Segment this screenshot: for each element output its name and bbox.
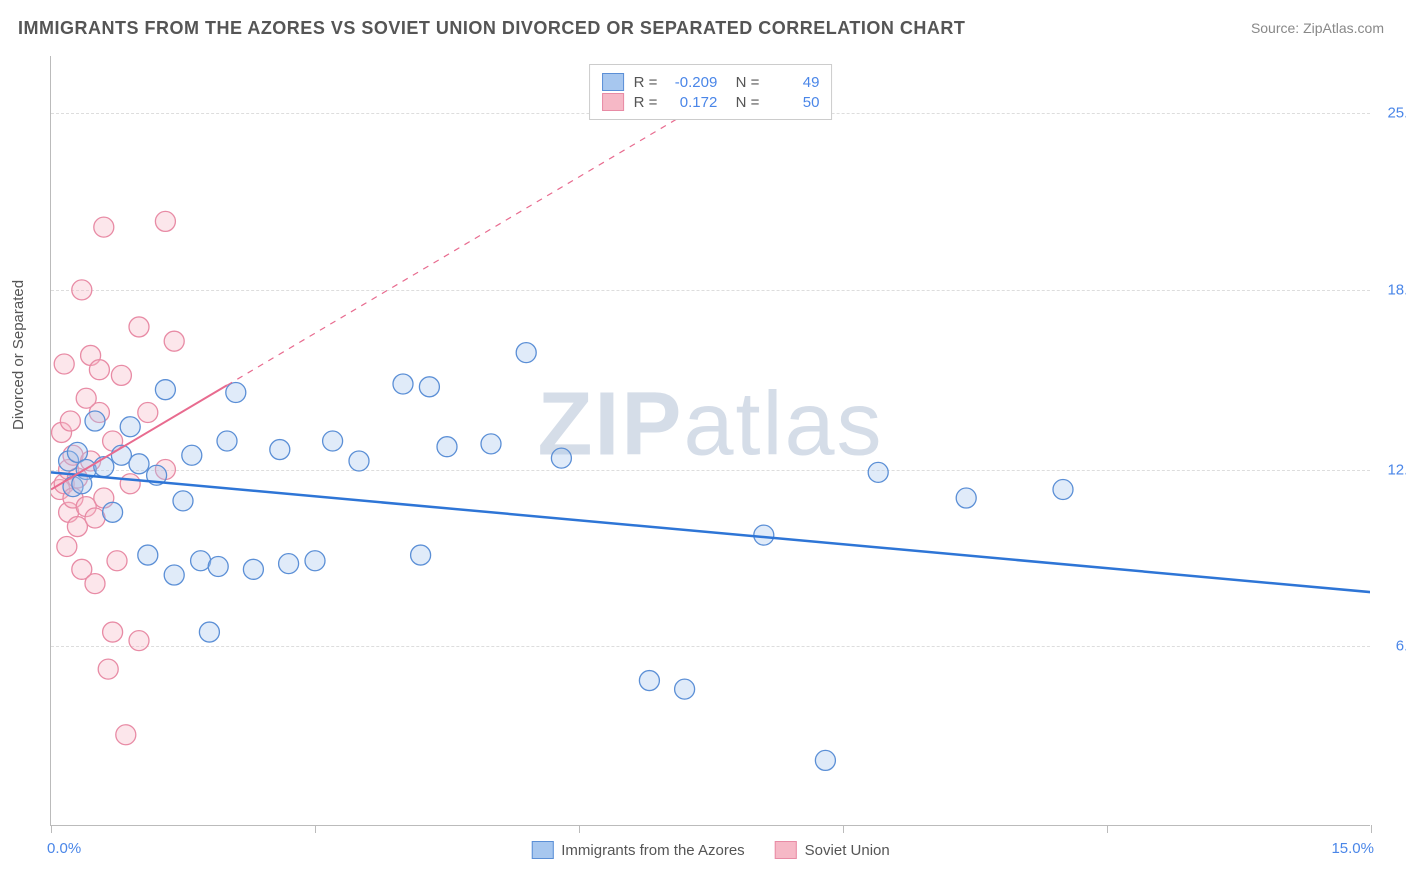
legend-series-item: Immigrants from the Azores xyxy=(531,841,744,859)
legend-series-item: Soviet Union xyxy=(775,841,890,859)
scatter-point xyxy=(107,551,127,571)
scatter-point xyxy=(54,354,74,374)
scatter-point xyxy=(129,631,149,651)
scatter-point xyxy=(305,551,325,571)
scatter-point xyxy=(60,411,80,431)
scatter-point xyxy=(279,554,299,574)
scatter-point xyxy=(164,331,184,351)
scatter-point xyxy=(956,488,976,508)
scatter-point xyxy=(754,525,774,545)
scatter-point xyxy=(243,559,263,579)
scatter-point xyxy=(89,360,109,380)
scatter-point xyxy=(868,462,888,482)
scatter-point xyxy=(98,659,118,679)
legend-swatch-series-0 xyxy=(602,73,624,91)
legend-r-label: R = xyxy=(634,94,658,111)
x-tick xyxy=(1107,825,1108,833)
legend-r-value-0: -0.209 xyxy=(667,74,717,91)
scatter-point xyxy=(208,556,228,576)
scatter-point xyxy=(94,457,114,477)
scatter-point xyxy=(199,622,219,642)
scatter-point xyxy=(411,545,431,565)
scatter-point xyxy=(120,417,140,437)
legend-r-label: R = xyxy=(634,74,658,91)
scatter-point xyxy=(226,383,246,403)
x-tick xyxy=(51,825,52,833)
scatter-point xyxy=(67,517,87,537)
scatter-point xyxy=(217,431,237,451)
y-tick-label: 25.0% xyxy=(1375,105,1406,122)
scatter-point xyxy=(57,537,77,557)
scatter-point xyxy=(1053,479,1073,499)
scatter-point xyxy=(349,451,369,471)
scatter-point xyxy=(103,502,123,522)
scatter-point xyxy=(393,374,413,394)
legend-stats-box: R = -0.209 N = 49 R = 0.172 N = 50 xyxy=(589,64,833,120)
scatter-point xyxy=(173,491,193,511)
x-tick xyxy=(1371,825,1372,833)
scatter-point xyxy=(815,750,835,770)
scatter-point xyxy=(129,317,149,337)
legend-stats-row: R = -0.209 N = 49 xyxy=(602,73,820,91)
chart-svg xyxy=(51,56,1370,825)
scatter-point xyxy=(675,679,695,699)
plot-area: ZIPatlas R = -0.209 N = 49 R = 0.172 N =… xyxy=(50,56,1370,826)
scatter-point xyxy=(111,365,131,385)
scatter-point xyxy=(270,440,290,460)
scatter-point xyxy=(138,402,158,422)
scatter-point xyxy=(182,445,202,465)
legend-series-box: Immigrants from the Azores Soviet Union xyxy=(531,841,889,859)
scatter-point xyxy=(481,434,501,454)
scatter-point xyxy=(191,551,211,571)
x-tick xyxy=(315,825,316,833)
x-tick xyxy=(579,825,580,833)
chart-title: IMMIGRANTS FROM THE AZORES VS SOVIET UNI… xyxy=(18,18,965,39)
legend-series-label-1: Soviet Union xyxy=(805,842,890,859)
scatter-point xyxy=(516,343,536,363)
scatter-point xyxy=(551,448,571,468)
trend-line-dashed xyxy=(227,99,711,386)
x-axis-min-label: 0.0% xyxy=(47,840,81,857)
legend-n-label: N = xyxy=(727,94,759,111)
scatter-point xyxy=(437,437,457,457)
scatter-point xyxy=(94,217,114,237)
y-axis-label: Divorced or Separated xyxy=(10,280,27,430)
legend-n-label: N = xyxy=(727,74,759,91)
legend-stats-row: R = 0.172 N = 50 xyxy=(602,93,820,111)
legend-swatch-bottom-0 xyxy=(531,841,553,859)
scatter-point xyxy=(85,508,105,528)
scatter-point xyxy=(103,622,123,642)
legend-n-value-1: 50 xyxy=(769,94,819,111)
scatter-point xyxy=(323,431,343,451)
y-tick-label: 12.5% xyxy=(1375,461,1406,478)
legend-n-value-0: 49 xyxy=(769,74,819,91)
scatter-point xyxy=(164,565,184,585)
y-tick-label: 6.3% xyxy=(1375,638,1406,655)
legend-swatch-series-1 xyxy=(602,93,624,111)
legend-r-value-1: 0.172 xyxy=(667,94,717,111)
source-attribution: Source: ZipAtlas.com xyxy=(1251,20,1384,36)
x-tick xyxy=(843,825,844,833)
scatter-point xyxy=(639,671,659,691)
legend-series-label-0: Immigrants from the Azores xyxy=(561,842,744,859)
scatter-point xyxy=(129,454,149,474)
scatter-point xyxy=(85,411,105,431)
legend-swatch-bottom-1 xyxy=(775,841,797,859)
scatter-point xyxy=(116,725,136,745)
scatter-point xyxy=(85,574,105,594)
scatter-point xyxy=(72,280,92,300)
scatter-point xyxy=(138,545,158,565)
scatter-point xyxy=(120,474,140,494)
scatter-point xyxy=(155,380,175,400)
scatter-point xyxy=(155,211,175,231)
x-axis-max-label: 15.0% xyxy=(1331,840,1374,857)
scatter-point xyxy=(419,377,439,397)
y-tick-label: 18.8% xyxy=(1375,281,1406,298)
